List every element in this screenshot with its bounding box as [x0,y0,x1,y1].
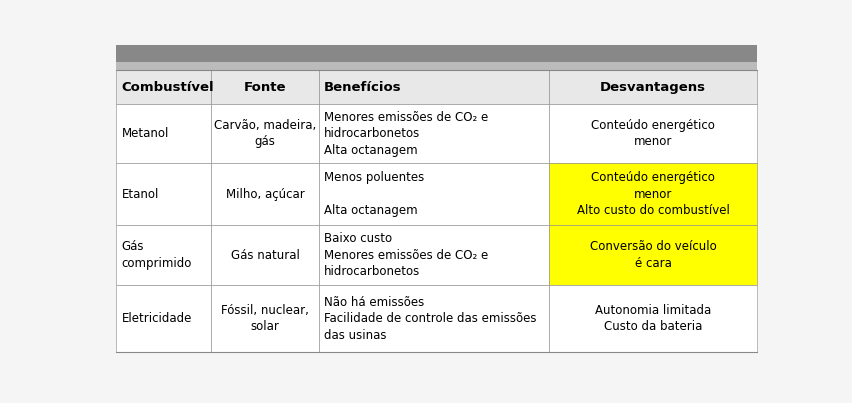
Bar [117,62,757,70]
Text: Fonte: Fonte [244,81,286,93]
Bar [550,225,757,285]
Text: Não há emissões
Facilidade de controle das emissões
das usinas: Não há emissões Facilidade de controle d… [324,295,537,342]
Bar [211,163,319,225]
Bar [211,285,319,353]
Text: Gás natural: Gás natural [231,249,299,262]
Bar [117,70,211,104]
Text: Milho, açúcar: Milho, açúcar [226,188,304,201]
Bar [319,285,550,353]
Text: Etanol: Etanol [122,188,159,201]
Bar [319,104,550,163]
Text: Desvantagens: Desvantagens [600,81,706,93]
Text: Conversão do veículo
é cara: Conversão do veículo é cara [590,240,717,270]
Bar [550,70,757,104]
Text: Conteúdo energético
menor
Alto custo do combustível: Conteúdo energético menor Alto custo do … [577,171,729,217]
Bar [211,225,319,285]
Text: Menores emissões de CO₂ e
hidrocarbonetos
Alta octanagem: Menores emissões de CO₂ e hidrocarboneto… [324,110,488,157]
Bar [117,285,211,353]
Bar [117,45,757,62]
Bar [117,163,211,225]
Bar [319,70,550,104]
Bar [550,285,757,353]
Bar [211,70,319,104]
Text: Baixo custo
Menores emissões de CO₂ e
hidrocarbonetos: Baixo custo Menores emissões de CO₂ e hi… [324,232,488,278]
Text: Eletricidade: Eletricidade [122,312,192,325]
Bar [117,104,211,163]
Text: Gás
comprimido: Gás comprimido [122,240,192,270]
Text: Autonomia limitada
Custo da bateria: Autonomia limitada Custo da bateria [595,304,711,333]
Bar [550,163,757,225]
Bar [211,104,319,163]
Text: Metanol: Metanol [122,127,169,140]
Bar [550,104,757,163]
Bar [117,225,211,285]
Text: Combustível: Combustível [122,81,215,93]
Bar [319,225,550,285]
Text: Fóssil, nuclear,
solar: Fóssil, nuclear, solar [221,304,309,333]
Bar [319,163,550,225]
Text: Menos poluentes

Alta octanagem: Menos poluentes Alta octanagem [324,171,424,217]
Text: Benefícios: Benefícios [324,81,401,93]
Text: Carvão, madeira,
gás: Carvão, madeira, gás [214,119,316,148]
Text: Conteúdo energético
menor: Conteúdo energético menor [591,119,715,148]
